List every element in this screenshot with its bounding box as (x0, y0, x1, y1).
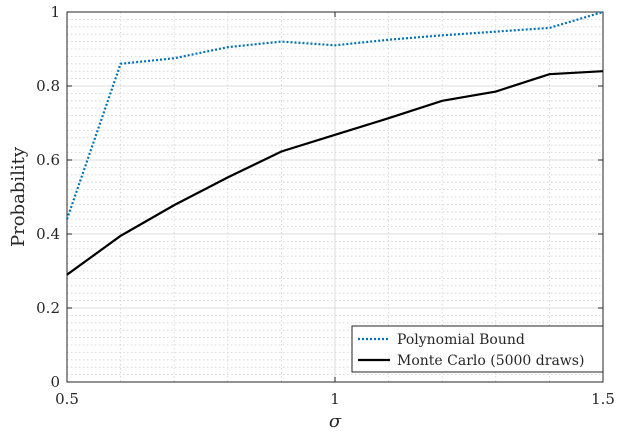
legend-label-monte-carlo: Monte Carlo (5000 draws) (397, 353, 584, 369)
y-tick-label: 0 (50, 373, 60, 391)
legend-label-polynomial-bound: Polynomial Bound (397, 332, 525, 348)
y-tick-label: 0.8 (36, 77, 60, 95)
x-axis-label: σ (329, 411, 342, 432)
y-tick-label: 1 (50, 3, 60, 21)
y-tick-label: 0.2 (36, 299, 60, 317)
y-axis-label: Probability (8, 146, 29, 247)
tick-labels: 0 0.2 0.4 0.6 0.8 1 0.5 1 1.5 (36, 3, 615, 408)
x-tick-label: 1 (330, 390, 340, 408)
axis-ticks (66, 11, 604, 383)
y-tick-label: 0.4 (36, 225, 60, 243)
series-line-monte-carlo (66, 70, 604, 276)
x-tick-label: 0.5 (55, 390, 79, 408)
legend-box (351, 325, 604, 373)
series-line-polynomial-bound (65, 10, 604, 220)
legend: Polynomial Bound Monte Carlo (5000 draws… (351, 325, 604, 373)
x-tick-label: 1.5 (591, 390, 615, 408)
y-tick-label: 0.6 (36, 151, 60, 169)
series-layer (65, 10, 604, 276)
